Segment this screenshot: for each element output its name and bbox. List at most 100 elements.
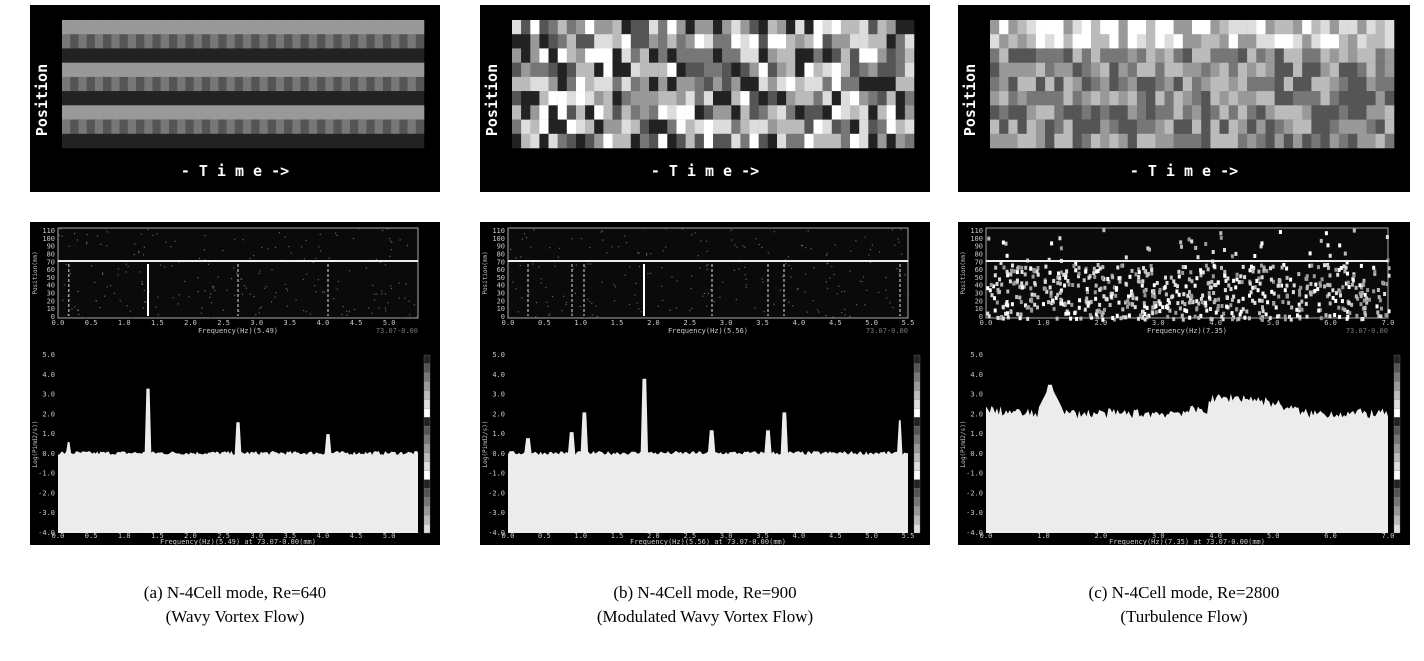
spectrogram-noise [744,266,746,268]
spectrogram-noise [1237,316,1241,321]
spacetime-cell [111,91,120,106]
spectrogram-noise [548,314,550,316]
spacetime-cell [868,34,878,49]
spacetime-cell [284,62,293,78]
spectrogram-noise [1280,265,1284,270]
spectrogram-noise [1248,268,1252,273]
spacetime-cell [539,133,549,149]
spacetime-cell [585,91,595,106]
spacetime-cell [539,105,549,120]
spacetime-cell [94,119,104,135]
spectrogram-noise [625,242,628,244]
spacetime-cell [218,20,227,35]
spectrogram-noise [1261,309,1265,314]
spacetime-cell [886,91,896,106]
spectrogram-noise [817,309,819,311]
spacetime-cell [1256,119,1266,135]
spectrogram-noise [142,307,144,309]
spectrogram-noise [68,245,70,247]
spacetime-cell [804,133,814,149]
spacetime-cell [576,20,586,35]
caption-line: (c) N-4Cell mode, Re=2800 [1089,583,1280,602]
spacetime-cell [804,62,814,78]
spacetime-cell [649,119,659,135]
spectrogram-noise [90,265,93,267]
spacetime-cell [685,48,695,63]
spacetime-cell [1127,62,1138,78]
colorbar-cell [423,426,431,436]
spacetime-cell [1219,76,1229,92]
spectrogram-noise [1385,235,1389,239]
spacetime-cell [1293,105,1303,120]
spacetime-cell [1081,91,1092,106]
spacetime-cell [1045,91,1055,106]
spectrogram-noise [241,278,243,280]
spectrogram-noise [209,296,211,298]
spectrum-x-tick: 4.5 [350,532,363,540]
spectrogram-noise [1363,292,1367,297]
spectrogram-noise [806,311,808,313]
spacetime-cell [990,48,1000,63]
spacetime-cell [1228,62,1239,78]
spectrum-x-tick: 6.0 [1324,532,1337,540]
spacetime-cell [1228,119,1239,135]
spacetime-cell [1384,105,1395,120]
spectrogram-noise [744,274,746,276]
spectrum-x-tick: 3.5 [284,532,297,540]
spacetime-cell [548,34,558,49]
spectrogram-noise [855,240,857,242]
spacetime-cell [576,62,586,78]
spectrogram-noise [1059,297,1063,302]
spacetime-cell [341,62,351,78]
spectrogram-x-tick: 3.5 [756,319,769,327]
colorbar-cell [423,515,431,525]
spacetime-cell [111,76,120,92]
spacetime-cell [415,48,425,63]
spectrogram-noise [65,263,67,265]
spectrogram-noise [841,312,843,314]
spacetime-cell [1118,48,1128,63]
spectrogram-noise [563,295,565,297]
spacetime-cell [1155,48,1165,63]
spectrogram-noise [94,281,96,283]
spectrogram-y-tick: 20 [47,297,55,305]
spectrogram-noise [1356,296,1360,301]
spectrogram-noise [1211,250,1215,254]
spacetime-cell [152,105,161,120]
spacetime-cell [1329,76,1340,92]
spacetime-cell [1265,91,1275,106]
spectrogram-noise [767,252,769,254]
spectrogram-noise [1173,283,1177,287]
spacetime-cell [350,76,359,92]
spacetime-cell [136,105,145,120]
spectrogram-noise [1241,264,1245,269]
spacetime-cell [1293,76,1303,92]
spectrogram-noise [1338,243,1342,248]
spacetime-cell [840,76,851,92]
spacetime-cell [193,133,203,149]
spacetime-cell [226,91,235,106]
spacetime-cell [160,105,170,120]
spectrogram-x-tick: 1.5 [151,319,164,327]
spacetime-cell [1348,48,1358,63]
spacetime-cell [1026,20,1037,35]
spacetime-cell [999,91,1009,106]
spacetime-cell [612,48,622,63]
spacetime-cell [1182,76,1193,92]
spacetime-cell [795,62,805,78]
spectrogram-noise [1166,314,1170,319]
spacetime-cell [1311,119,1321,135]
spacetime-cell [649,20,659,35]
spacetime-cell [1237,62,1248,78]
spectrogram-noise [211,302,213,304]
spectrogram-noise [1001,316,1005,321]
spectrogram-noise [1074,268,1078,273]
spacetime-cell [341,91,351,106]
spacetime-cell [284,91,293,106]
spacetime-cell [341,105,351,120]
spacetime-cell [667,48,677,63]
spacetime-cell [1127,48,1138,63]
spacetime-cell [831,76,842,92]
spectrogram-noise [825,314,827,317]
spacetime-cell [813,119,823,135]
